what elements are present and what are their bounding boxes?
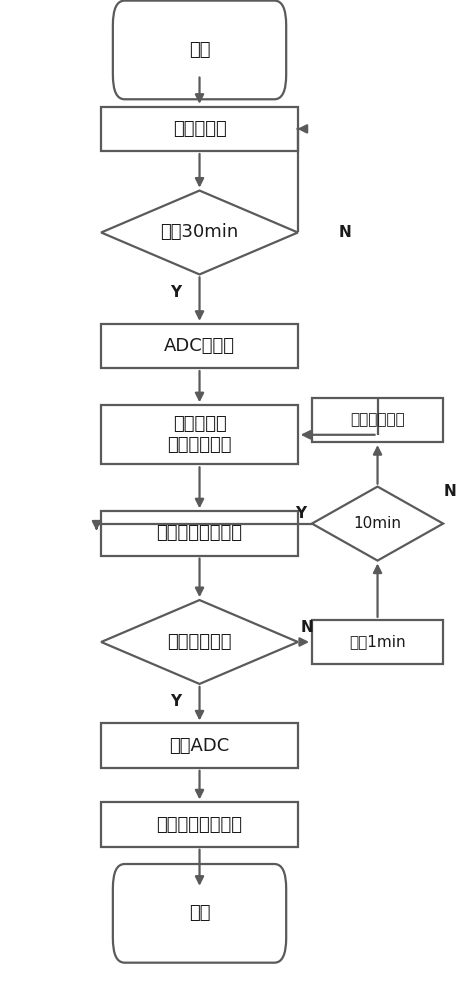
Text: 关闭ADC: 关闭ADC [169,737,229,755]
Text: 上电初始化: 上电初始化 [173,120,227,138]
Bar [101,723,298,768]
Text: 延时1min: 延时1min [349,634,406,649]
Bar [101,802,298,847]
Text: 电压波动报警: 电压波动报警 [350,412,405,427]
Text: ADC初始化: ADC初始化 [164,337,235,355]
Bar [101,107,298,151]
Bar [312,620,443,664]
Bar [312,398,443,442]
Polygon shape [101,600,298,684]
Text: 判断供电稳定: 判断供电稳定 [167,633,232,651]
Text: 结束: 结束 [189,904,210,922]
FancyBboxPatch shape [113,1,286,99]
Text: N: N [338,225,351,240]
Text: N: N [301,620,314,635]
Text: 定时30min: 定时30min [160,223,238,241]
Text: 控制采集模块工作: 控制采集模块工作 [156,816,243,834]
Text: 两次检测供电电压: 两次检测供电电压 [156,524,243,542]
FancyBboxPatch shape [113,864,286,963]
Polygon shape [312,487,443,561]
Polygon shape [101,191,298,274]
Text: 开始: 开始 [189,41,210,59]
Text: Y: Y [171,694,182,709]
Text: N: N [444,484,456,499]
Bar [101,324,298,368]
Bar [101,405,298,464]
Text: 10min: 10min [354,516,401,531]
Text: Y: Y [295,506,306,521]
Text: Y: Y [171,285,182,300]
Bar [101,511,298,556]
Text: 自适应调整
检测间隔时间: 自适应调整 检测间隔时间 [167,415,232,454]
